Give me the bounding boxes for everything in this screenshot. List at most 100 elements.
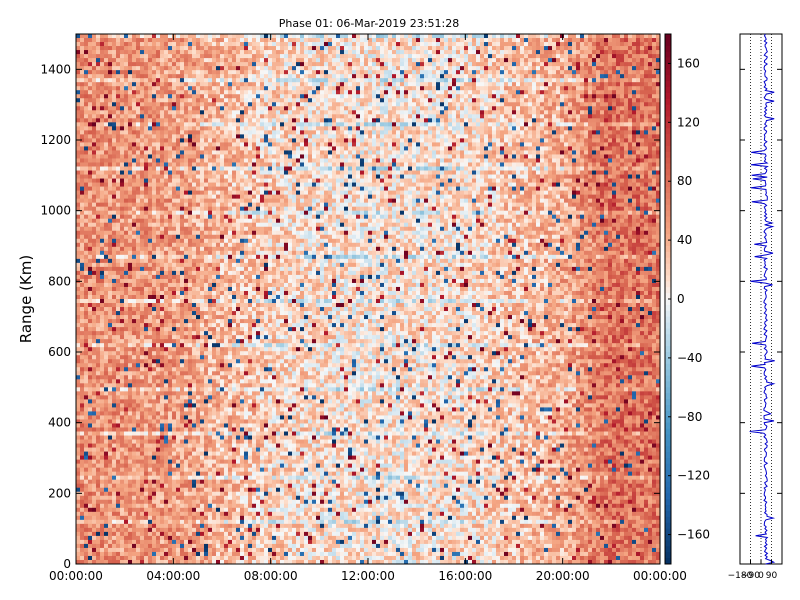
heatmap-cell [172,531,177,537]
heatmap-cell [132,411,137,416]
heatmap-cell [192,531,197,537]
heatmap-cell [176,294,181,300]
heatmap-cell [76,54,81,59]
heatmap-cell [128,158,133,163]
heatmap-cell [204,347,209,352]
heatmap-cell [140,158,145,163]
heatmap-cell [136,278,141,284]
heatmap-cell [108,118,113,123]
heatmap-cell [196,519,201,525]
heatmap-cell [196,467,201,473]
heatmap-cell [100,531,105,537]
heatmap-cell [176,319,181,324]
heatmap-cell [192,34,197,39]
heatmap-cell [124,230,129,236]
heatmap-cell [116,62,121,67]
heatmap-cell [192,347,197,352]
heatmap-cell [128,162,133,167]
heatmap-cell [180,479,185,485]
heatmap-cell [224,94,229,99]
heatmap-cell [116,274,121,280]
heatmap-cell [132,375,137,380]
heatmap-cell [84,355,89,360]
heatmap-cell [104,286,109,292]
heatmap-cell [148,50,153,55]
heatmap-cell [140,174,145,179]
heatmap-cell [92,178,97,183]
heatmap-cell [216,266,221,272]
heatmap-cell [176,467,181,473]
heatmap-cell [112,411,117,416]
heatmap-cell [160,455,165,461]
heatmap-cell [84,170,89,175]
heatmap-cell [164,311,169,316]
heatmap-cell [136,359,141,364]
heatmap-cell [112,38,117,43]
heatmap-cell [176,138,181,143]
heatmap-cell [204,294,209,300]
heatmap-cell [120,463,125,469]
heatmap-cell [108,198,113,204]
heatmap-cell [208,258,213,264]
heatmap-cell [100,194,105,200]
heatmap-cell [164,331,169,336]
heatmap-cell [176,315,181,320]
heatmap-cell [164,359,169,364]
heatmap-cell [128,98,133,103]
heatmap-cell [76,122,81,127]
heatmap-cell [216,58,221,63]
heatmap-cell [172,407,177,412]
heatmap-cell [100,254,105,260]
heatmap-cell [128,38,133,43]
heatmap-cell [220,435,225,440]
heatmap-cell [180,82,185,87]
heatmap-cell [152,270,157,276]
heatmap-cell [100,535,105,541]
heatmap-cell [164,262,169,268]
heatmap-cell [144,122,149,127]
heatmap-cell [212,38,217,43]
heatmap-cell [120,471,125,477]
heatmap-cell [80,130,85,135]
heatmap-cell [148,262,153,268]
heatmap-cell [200,443,205,448]
heatmap-cell [92,387,97,392]
heatmap-cell [112,42,117,47]
heatmap-cell [80,303,85,308]
heatmap-cell [200,150,205,155]
heatmap-cell [140,46,145,51]
heatmap-cell [152,250,157,256]
heatmap-cell [184,38,189,43]
heatmap-cell [124,331,129,336]
heatmap-cell [212,435,217,440]
heatmap-cell [148,186,153,191]
heatmap-cell [140,415,145,420]
heatmap-cell [200,343,205,348]
heatmap-cell [92,190,97,196]
heatmap-cell [80,463,85,469]
heatmap-cell [112,290,117,296]
heatmap-cell [80,307,85,312]
heatmap-cell [120,98,125,103]
heatmap-cell [144,311,149,316]
heatmap-cell [100,54,105,59]
heatmap-cell [84,363,89,368]
heatmap-cell [172,475,177,481]
heatmap-cell [152,150,157,155]
heatmap-cell [124,234,129,240]
heatmap-cell [104,146,109,151]
heatmap-cell [120,351,125,356]
heatmap-cell [172,130,177,135]
heatmap-cell [80,94,85,99]
heatmap-cell [184,539,189,545]
heatmap-cell [140,38,145,43]
heatmap-cell [92,399,97,404]
heatmap-cell [128,254,133,260]
heatmap-cell [80,455,85,461]
heatmap-cell [164,387,169,392]
heatmap-cell [112,74,117,79]
heatmap-cell [100,499,105,505]
heatmap-cell [116,70,121,75]
heatmap-cell [176,178,181,183]
heatmap-cell [216,379,221,384]
